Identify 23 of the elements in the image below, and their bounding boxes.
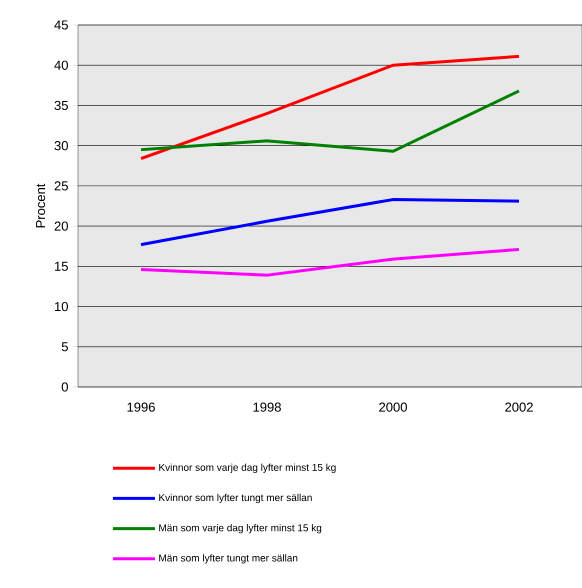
legend-label: Män som varje dag lyfter minst 15 kg <box>159 524 322 534</box>
y-tick-label: 0 <box>62 382 68 392</box>
y-tick-label: 35 <box>54 100 68 110</box>
y-tick-label: 5 <box>62 342 68 352</box>
y-tick-label: 45 <box>54 20 68 30</box>
x-tick-label: 2000 <box>379 402 407 412</box>
y-tick-label: 15 <box>54 262 68 271</box>
y-tick-label: 30 <box>54 141 68 150</box>
x-tick-label: 1996 <box>127 402 155 412</box>
legend-label: Män som lyfter tungt mer sällan <box>159 554 298 564</box>
x-tick-label: 2002 <box>505 402 533 412</box>
legend-label: Kvinnor som lyfter tungt mer sällan <box>159 494 312 504</box>
y-tick-label: 20 <box>54 222 68 231</box>
y-tick-label: 25 <box>54 181 68 190</box>
line-series <box>139 198 520 246</box>
line-series <box>139 248 520 277</box>
legend-label: Kvinnor som varje dag lyfter minst 15 kg <box>159 464 336 473</box>
y-tick-label: 10 <box>54 302 68 312</box>
line-series <box>139 89 520 153</box>
x-tick-label: 1998 <box>253 402 281 412</box>
line-series <box>139 54 520 160</box>
y-axis-title: Procent <box>36 184 45 228</box>
y-tick-label: 40 <box>54 60 68 70</box>
